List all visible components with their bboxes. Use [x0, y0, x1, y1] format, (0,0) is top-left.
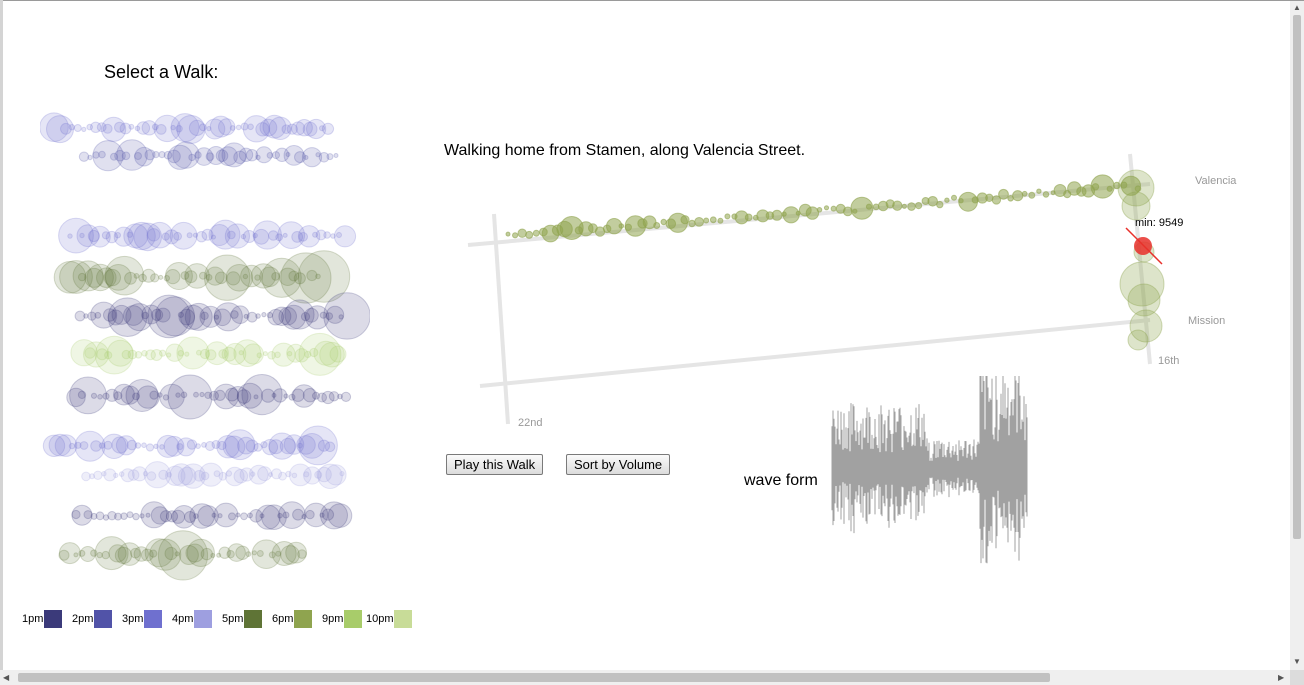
walk-description: Walking home from Stamen, along Valencia…: [444, 142, 806, 159]
walk-row[interactable]: [81, 461, 347, 489]
sort-by-volume-button[interactable]: Sort by Volume: [566, 454, 671, 475]
legend-label: 1pm: [22, 613, 44, 625]
scroll-right-arrow-icon[interactable]: ▶: [1278, 673, 1285, 682]
legend-swatch: [344, 610, 362, 628]
walk-row[interactable]: [71, 501, 353, 531]
legend-label: 3pm: [122, 613, 144, 625]
walk-row[interactable]: [40, 112, 335, 144]
horizontal-scrollbar[interactable]: ◀ ▶: [0, 670, 1290, 685]
legend-swatch: [194, 610, 212, 628]
legend-swatch: [144, 610, 162, 628]
scroll-left-arrow-icon[interactable]: ◀: [3, 673, 10, 682]
select-walk-heading: Select a Walk:: [104, 62, 219, 82]
walk-route-bubbles: [505, 169, 1165, 351]
scroll-down-arrow-icon[interactable]: ▼: [1293, 657, 1301, 666]
walk-row[interactable]: [58, 217, 357, 254]
legend-swatch: [244, 610, 262, 628]
legend-swatch: [394, 610, 412, 628]
legend-swatch: [44, 610, 62, 628]
street-label-valencia: Valencia: [1195, 175, 1237, 187]
walk-selector: [40, 112, 370, 581]
legend-label: 6pm: [272, 613, 294, 625]
vertical-scrollbar[interactable]: ▲ ▼: [1290, 1, 1304, 670]
vertical-scroll-thumb[interactable]: [1293, 15, 1301, 539]
scrollbar-corner: [1290, 670, 1304, 685]
horizontal-scroll-thumb[interactable]: [18, 673, 1050, 682]
legend-swatch: [94, 610, 112, 628]
waveform: [831, 376, 1028, 564]
walk-row[interactable]: [70, 332, 347, 376]
waveform-label: wave form: [744, 472, 818, 489]
walk-row[interactable]: [42, 425, 338, 466]
walk-row[interactable]: [78, 139, 339, 172]
walk-row[interactable]: [66, 374, 352, 420]
street-label-mission: Mission: [1188, 315, 1226, 327]
window-top-border: [0, 0, 1304, 1]
legend-label: 4pm: [172, 613, 194, 625]
walk-row[interactable]: [58, 530, 308, 581]
volume-marker-label: min: 9549: [1135, 217, 1184, 229]
legend-label: 10pm: [366, 613, 394, 625]
window-left-border: [0, 0, 3, 685]
volume-marker: [1125, 227, 1163, 265]
walk-row[interactable]: [53, 250, 351, 304]
legend-label: 5pm: [222, 613, 244, 625]
street-label-22nd: 22nd: [518, 417, 543, 429]
play-walk-button[interactable]: Play this Walk: [446, 454, 544, 475]
legend-label: 9pm: [322, 613, 344, 625]
street-label-16th: 16th: [1158, 355, 1180, 367]
waveform-trace: [831, 376, 1028, 564]
walk-row[interactable]: [74, 292, 370, 340]
route-map: [467, 153, 1165, 425]
legend-label: 2pm: [72, 613, 94, 625]
scroll-up-arrow-icon[interactable]: ▲: [1293, 3, 1301, 12]
legend-swatch: [294, 610, 312, 628]
